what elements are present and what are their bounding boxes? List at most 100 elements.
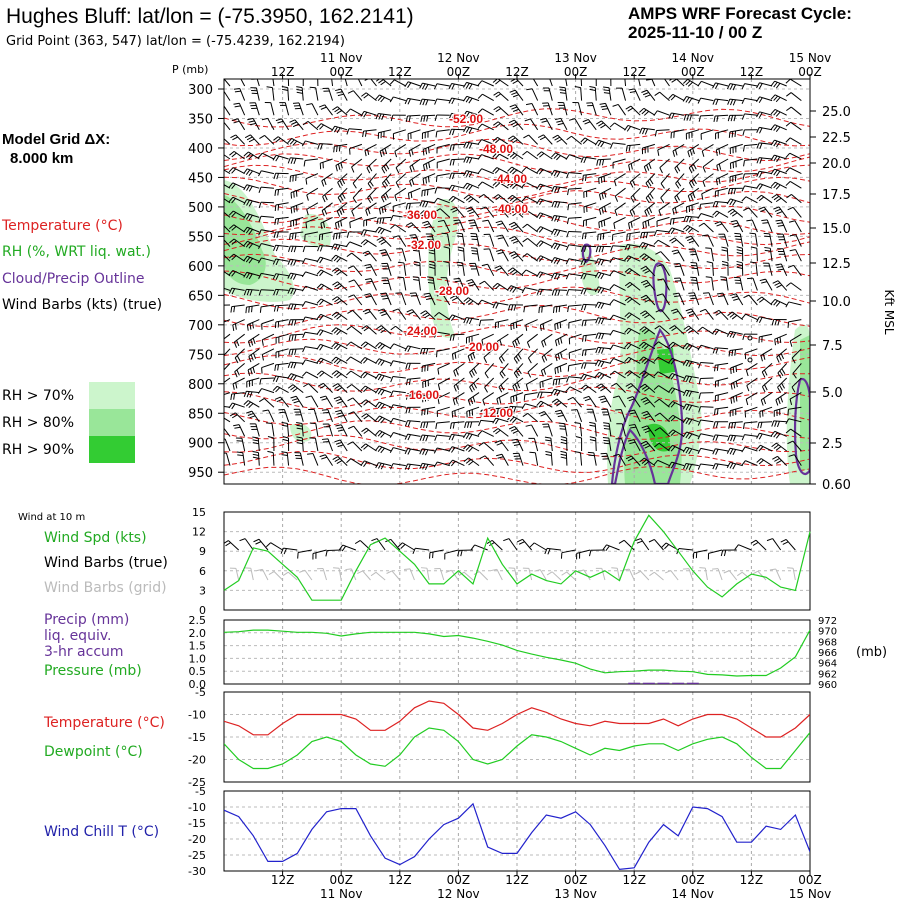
rh-swatch (89, 409, 135, 436)
wind-chill-panel: -30 -25 -20 -15 -10 -5 Wind Chill T (°C) (44, 785, 811, 878)
model-grid-value: 8.000 km (10, 150, 73, 167)
top-time-tick: 12Z (740, 65, 764, 79)
cross-section-panel: -52.00 -48.00 -44.00 -40.00 -36.00 -32.00 -28.… (223, 78, 811, 485)
height-tick-label: 10.0 (822, 295, 851, 310)
temperature-contour-label: -12.00 (479, 406, 513, 420)
pressure-tick-label: 300 (188, 83, 213, 98)
height-tick-label: 15.0 (822, 222, 851, 237)
top-time-tick: 00Z (564, 65, 588, 79)
pressure-tick-label: 964 (818, 659, 837, 670)
height-tick-label: 5.0 (822, 386, 843, 401)
pressure-axis-label: P (mb) (172, 63, 208, 76)
rh-swatch (89, 436, 135, 463)
bottom-time-tick: 00Z (564, 873, 588, 887)
precip-legend-item: liq. equiv. (44, 628, 111, 644)
bottom-date-label: 15 Nov (789, 887, 832, 900)
temperature-contour-label: -16.00 (405, 388, 439, 402)
top-date-label: 14 Nov (672, 51, 715, 65)
temperature-panel: -25 -20 -15 -10 -5 Temperature (°C) Dewpoint (… (43, 686, 811, 789)
y-tick-label: -15 (188, 731, 206, 744)
height-tick-label: 0.60 (822, 478, 851, 493)
pressure-tick-label: 600 (188, 260, 213, 275)
y-tick-label: -20 (188, 754, 206, 767)
y-tick-label: 12 (192, 526, 206, 539)
pressure-tick-label: 550 (188, 230, 213, 245)
wind-panel: 0 3 6 9 12 15 Wind at 10 m Wind Spd (kts) Wind B… (18, 506, 811, 617)
grid-point-text: Grid Point (363, 547) lat/lon = (-75.423… (6, 34, 345, 49)
bottom-date-label: 13 Nov (554, 887, 597, 900)
height-tick-label: 25.0 (822, 105, 851, 120)
top-time-tick: 00Z (447, 65, 471, 79)
temperature-contour-label: -20.00 (465, 340, 499, 354)
bottom-time-tick: 12Z (740, 873, 764, 887)
y-tick-label: -20 (188, 833, 206, 846)
pressure-tick-label: 950 (188, 466, 213, 481)
bottom-date-label: 12 Nov (437, 887, 480, 900)
top-time-tick: 12Z (505, 65, 529, 79)
bottom-time-tick: 12Z (388, 873, 412, 887)
cycle-value: 2025-11-10 / 00 Z (628, 23, 762, 42)
wind-chill-legend: Wind Chill T (°C) (44, 824, 159, 840)
pressure-tick-label: 968 (818, 637, 837, 648)
pressure-tick-label: 500 (188, 201, 213, 216)
rh-legend-label: RH > 90% (2, 442, 74, 458)
cycle-label: AMPS WRF Forecast Cycle: (628, 4, 852, 23)
precip-legend-item: Precip (mm) (44, 612, 129, 628)
rh-legend-label: RH > 80% (2, 415, 74, 431)
pressure-tick-label: 650 (188, 289, 213, 304)
legend-item: RH (%, WRT liq. wat.) (2, 244, 151, 260)
temperature-contour-label: -24.00 (403, 324, 437, 338)
y-tick-label: 9 (199, 545, 206, 558)
pressure-tick-label: 800 (188, 378, 213, 393)
temperature-legend-item: Temperature (°C) (43, 715, 165, 731)
legend-item: Wind Barbs (kts) (true) (2, 297, 162, 313)
temperature-contour-label: -36.00 (403, 208, 437, 222)
y-tick-label: 15 (192, 506, 206, 519)
pressure-tick-label: 350 (188, 112, 213, 127)
pressure-tick-label: 960 (818, 680, 837, 691)
pressure-tick-label: 850 (188, 407, 213, 422)
y-tick-label: 3 (199, 584, 206, 597)
y-tick-label: -30 (188, 865, 206, 878)
dewpoint-line (224, 727, 810, 770)
y-tick-label: -10 (188, 709, 206, 722)
y-tick-label: 2.0 (189, 627, 207, 640)
bottom-time-tick: 12Z (271, 873, 295, 887)
y-tick-label: 0 (199, 604, 206, 617)
pressure-tick-label: 972 (818, 616, 837, 627)
legend-item: Cloud/Precip Outline (2, 271, 145, 287)
y-tick-label: -15 (188, 817, 206, 830)
pressure-tick-label: 450 (188, 171, 213, 186)
bottom-time-tick: 12Z (622, 873, 646, 887)
wind-panel-title: Wind at 10 m (18, 512, 85, 523)
temperature-legend-item: Dewpoint (°C) (44, 744, 143, 760)
height-tick-label: 20.0 (822, 157, 851, 172)
top-time-tick: 12Z (271, 65, 295, 79)
pressure-unit-label: (mb) (856, 645, 887, 660)
top-time-tick: 12Z (622, 65, 646, 79)
top-time-tick: 12Z (388, 65, 412, 79)
height-tick-label: 12.5 (822, 257, 851, 272)
y-tick-label: -25 (188, 776, 206, 789)
pressure-tick-label: 966 (818, 648, 837, 659)
legend-item: Temperature (°C) (1, 218, 123, 234)
top-time-tick: 00Z (681, 65, 705, 79)
bottom-date-label: 14 Nov (672, 887, 715, 900)
pressure-tick-label: 970 (818, 627, 837, 638)
temperature-contour-label: -44.00 (493, 172, 527, 186)
temperature-contour-label: -48.00 (479, 142, 513, 156)
temperature-line (224, 700, 810, 738)
wind-legend-item: Wind Spd (kts) (44, 530, 147, 546)
height-tick-label: 17.5 (822, 188, 851, 203)
rh-legend: RH > 70% RH > 80% RH > 90% (2, 382, 135, 463)
height-tick-label: 2.5 (822, 437, 843, 452)
height-tick-label: 22.5 (822, 131, 851, 146)
precip-bar (657, 682, 670, 684)
temperature-contour-label: -40.00 (494, 202, 528, 216)
bottom-time-tick: 00Z (447, 873, 471, 887)
pressure-tick-label: 400 (188, 142, 213, 157)
pressure-tick-label: 962 (818, 669, 837, 680)
